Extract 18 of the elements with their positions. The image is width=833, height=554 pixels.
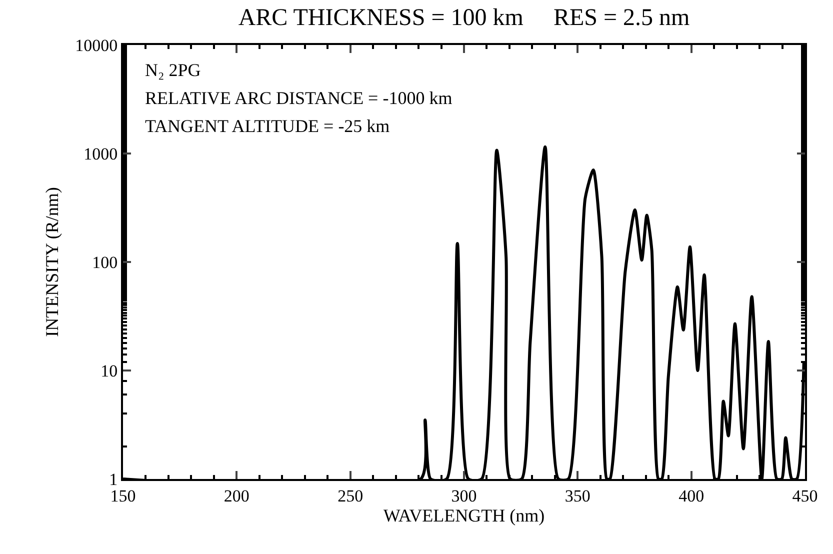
x-tick-label: 250 xyxy=(338,486,364,506)
x-tick-label: 350 xyxy=(564,486,590,506)
chart-title: ARC THICKNESS = 100 km RES = 2.5 nm xyxy=(238,5,690,32)
x-axis-title: WAVELENGTH (nm) xyxy=(383,505,545,526)
x-tick-label: 300 xyxy=(451,486,477,506)
x-tick-label: 150 xyxy=(110,486,136,506)
y-tick-label: 1000 xyxy=(84,144,118,164)
y-axis-title: INTENSITY (R/nm) xyxy=(42,187,62,337)
y-tick-label: 1 xyxy=(109,470,118,489)
annotation: N₂ 2PG xyxy=(145,60,201,80)
x-tick-label: 200 xyxy=(224,486,250,506)
annotation: RELATIVE ARC DISTANCE = -1000 km xyxy=(145,88,452,108)
x-tick-label: 450 xyxy=(792,486,818,506)
annotation: TANGENT ALTITUDE = -25 km xyxy=(145,116,390,136)
x-tick-label: 400 xyxy=(678,486,704,506)
y-tick-label: 10 xyxy=(100,361,118,380)
y-tick-label: 100 xyxy=(92,252,118,272)
y-tick-label: 10000 xyxy=(75,36,118,55)
